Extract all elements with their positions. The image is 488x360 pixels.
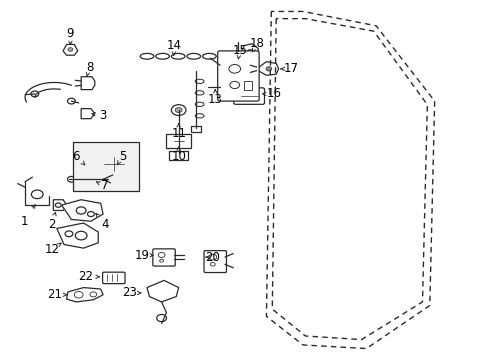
Circle shape	[76, 207, 86, 214]
Circle shape	[175, 108, 182, 113]
Text: 19: 19	[134, 249, 149, 262]
FancyBboxPatch shape	[102, 272, 125, 284]
Text: 3: 3	[99, 109, 106, 122]
Circle shape	[159, 259, 163, 262]
Circle shape	[210, 262, 215, 266]
Polygon shape	[81, 109, 95, 119]
Circle shape	[85, 177, 92, 182]
Ellipse shape	[140, 53, 154, 59]
Ellipse shape	[195, 91, 203, 95]
Text: 18: 18	[249, 37, 264, 50]
Circle shape	[68, 48, 73, 51]
Ellipse shape	[156, 53, 169, 59]
FancyBboxPatch shape	[233, 88, 264, 104]
Text: 17: 17	[283, 62, 298, 75]
Polygon shape	[258, 62, 278, 75]
Bar	[244, 81, 251, 90]
Text: 12: 12	[44, 243, 59, 256]
Text: 2: 2	[47, 218, 55, 231]
Circle shape	[171, 105, 185, 116]
Text: 21: 21	[47, 288, 61, 301]
Circle shape	[75, 231, 87, 240]
Ellipse shape	[218, 53, 231, 59]
Text: 23: 23	[122, 287, 137, 300]
Circle shape	[82, 160, 92, 167]
Polygon shape	[53, 200, 65, 211]
Circle shape	[85, 162, 90, 166]
Circle shape	[107, 159, 120, 168]
Bar	[166, 134, 190, 148]
Bar	[73, 142, 139, 191]
Circle shape	[235, 59, 241, 64]
Text: 4: 4	[102, 218, 109, 231]
Polygon shape	[240, 44, 258, 59]
Ellipse shape	[195, 114, 203, 118]
Polygon shape	[147, 280, 178, 302]
Polygon shape	[66, 288, 103, 302]
Polygon shape	[63, 44, 78, 55]
Circle shape	[65, 231, 73, 237]
Circle shape	[157, 315, 166, 321]
Text: 16: 16	[265, 87, 281, 100]
Circle shape	[228, 64, 240, 73]
Polygon shape	[57, 223, 98, 248]
Bar	[168, 151, 188, 160]
Text: 20: 20	[205, 251, 220, 264]
Circle shape	[208, 254, 216, 260]
Circle shape	[55, 203, 61, 207]
Polygon shape	[81, 77, 95, 90]
Circle shape	[67, 98, 75, 104]
Circle shape	[158, 252, 164, 257]
Circle shape	[90, 292, 97, 297]
FancyBboxPatch shape	[153, 249, 175, 266]
Ellipse shape	[195, 79, 203, 84]
Text: 15: 15	[232, 44, 246, 57]
Text: 10: 10	[171, 150, 186, 163]
Text: 9: 9	[66, 27, 74, 40]
Circle shape	[31, 190, 43, 199]
Circle shape	[111, 162, 117, 166]
Text: 6: 6	[72, 150, 80, 163]
Text: 11: 11	[171, 127, 186, 140]
Text: 14: 14	[166, 39, 181, 52]
Circle shape	[67, 176, 75, 182]
FancyBboxPatch shape	[203, 251, 226, 273]
Circle shape	[265, 67, 271, 71]
Circle shape	[100, 177, 106, 182]
Circle shape	[246, 49, 253, 54]
Text: 8: 8	[85, 60, 93, 73]
Text: 22: 22	[79, 270, 93, 283]
Ellipse shape	[186, 53, 200, 59]
Ellipse shape	[202, 53, 216, 59]
Text: 1: 1	[20, 215, 28, 228]
Ellipse shape	[171, 53, 184, 59]
Polygon shape	[61, 200, 103, 221]
Text: 13: 13	[207, 93, 222, 106]
Circle shape	[229, 81, 239, 89]
Text: 7: 7	[101, 179, 108, 192]
Circle shape	[87, 212, 94, 217]
FancyBboxPatch shape	[217, 51, 259, 101]
Bar	[232, 51, 244, 87]
Circle shape	[31, 91, 39, 97]
Text: 5: 5	[119, 150, 126, 163]
Ellipse shape	[195, 102, 203, 107]
Circle shape	[74, 292, 83, 298]
Bar	[190, 126, 200, 132]
